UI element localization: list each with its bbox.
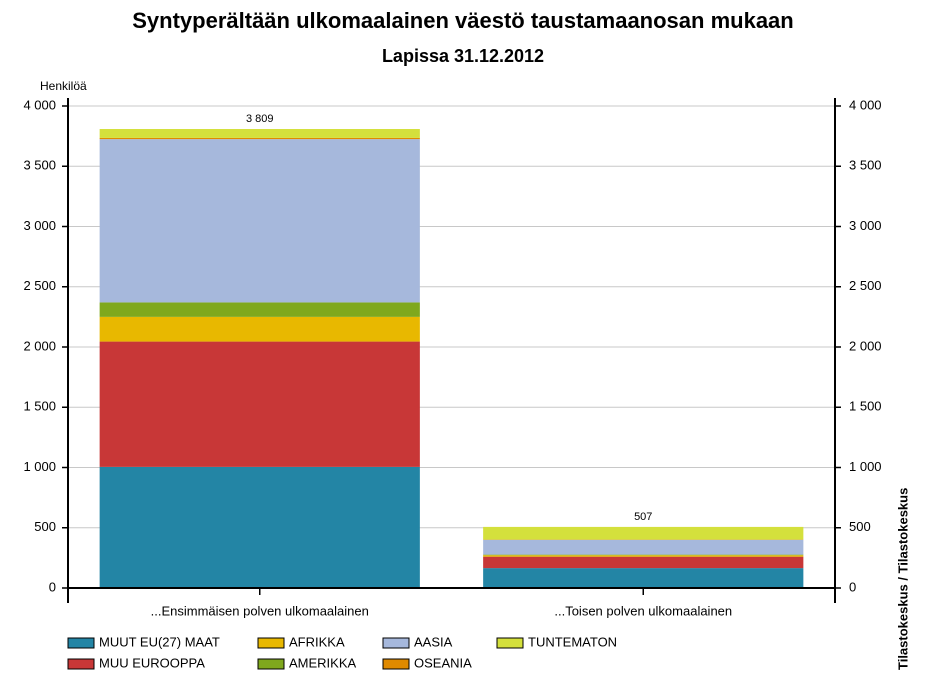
y-tick-label: 4 000 [23, 97, 56, 112]
chart-subtitle: Lapissa 31.12.2012 [382, 46, 544, 66]
y-axis-label: Henkilöä [40, 79, 87, 93]
x-tick-label: ...Ensimmäisen polven ulkomaalainen [151, 603, 369, 618]
source-note: Tilastokeskus / Tilastokeskus [895, 488, 910, 670]
bar-segment [100, 138, 420, 139]
bar-segment [100, 302, 420, 316]
bar-segment [100, 317, 420, 342]
chart-title: Syntyperältään ulkomaalainen väestö taus… [132, 8, 793, 33]
y2-tick-label: 3 500 [849, 158, 882, 173]
y-tick-label: 0 [49, 579, 56, 594]
y2-tick-label: 2 500 [849, 278, 882, 293]
y-tick-label: 500 [34, 519, 56, 534]
legend-label: AMERIKKA [289, 655, 357, 670]
bar-segment [483, 568, 803, 588]
legend-swatch [383, 638, 409, 648]
legend-swatch [258, 659, 284, 669]
bar-segment [483, 540, 803, 555]
y2-tick-label: 2 000 [849, 338, 882, 353]
total-label: 507 [634, 511, 652, 523]
y2-tick-label: 1 000 [849, 459, 882, 474]
bar-segment [483, 527, 803, 540]
x-tick-label: ...Toisen polven ulkomaalainen [554, 603, 732, 618]
legend-swatch [68, 659, 94, 669]
bar-segment [100, 342, 420, 467]
bar-segment [100, 467, 420, 588]
y-tick-label: 1 500 [23, 399, 56, 414]
y2-tick-label: 500 [849, 519, 871, 534]
y-tick-label: 2 500 [23, 278, 56, 293]
bar-segment [483, 555, 803, 556]
total-label: 3 809 [246, 113, 274, 125]
y2-tick-label: 0 [849, 579, 856, 594]
y-tick-label: 2 000 [23, 338, 56, 353]
y2-tick-label: 4 000 [849, 97, 882, 112]
legend-swatch [68, 638, 94, 648]
legend-label: TUNTEMATON [528, 634, 617, 649]
y2-tick-label: 1 500 [849, 399, 882, 414]
legend-swatch [497, 638, 523, 648]
legend-label: AASIA [414, 634, 453, 649]
bar-segment [483, 555, 803, 556]
bar-segment [100, 129, 420, 138]
y-tick-label: 3 000 [23, 218, 56, 233]
legend-label: MUUT EU(27) MAAT [99, 634, 220, 649]
legend-label: OSEANIA [414, 655, 472, 670]
legend-label: AFRIKKA [289, 634, 345, 649]
y-tick-label: 1 000 [23, 459, 56, 474]
y2-tick-label: 3 000 [849, 218, 882, 233]
y-tick-label: 3 500 [23, 158, 56, 173]
legend-label: MUU EUROOPPA [99, 655, 205, 670]
bar-segment [483, 557, 803, 568]
legend-swatch [258, 638, 284, 648]
bar-segment [100, 139, 420, 302]
legend-swatch [383, 659, 409, 669]
